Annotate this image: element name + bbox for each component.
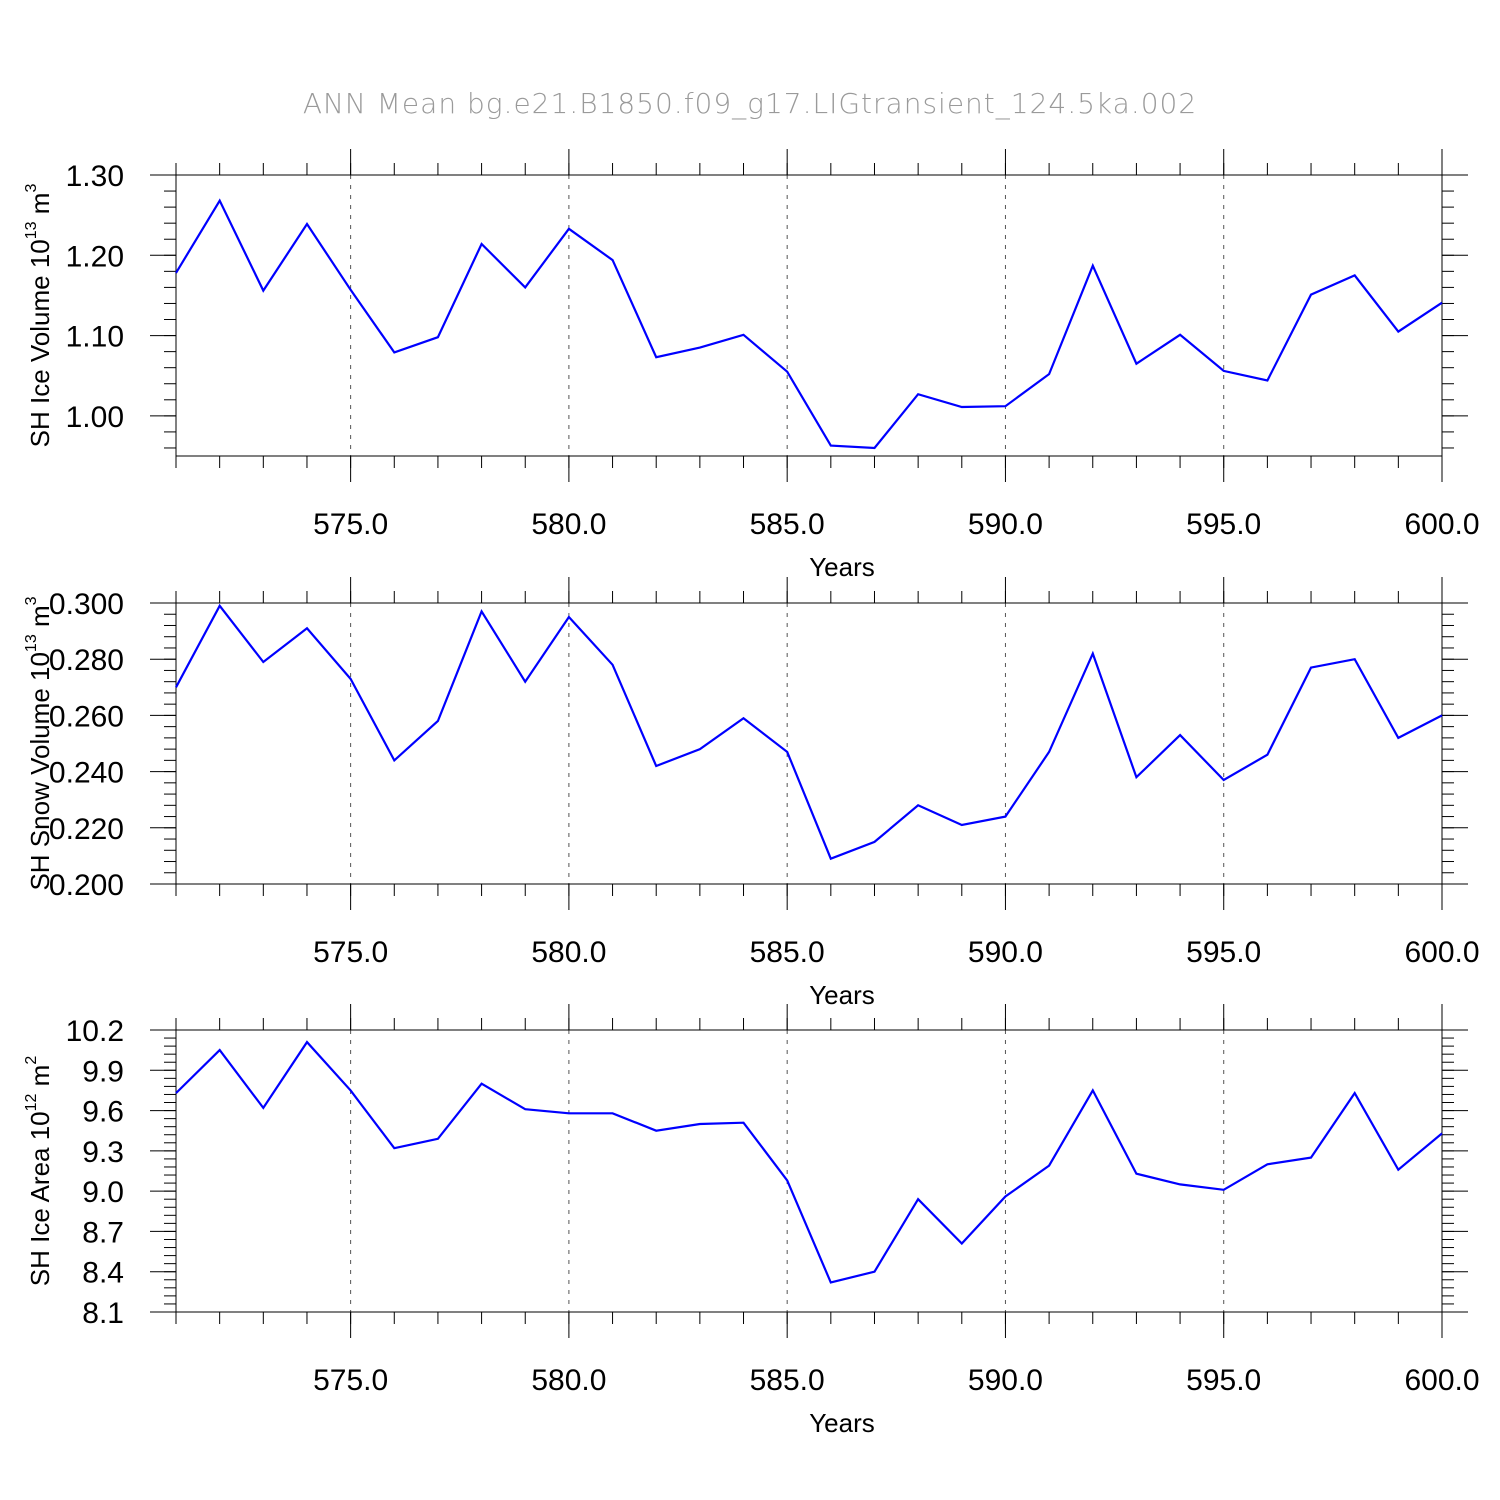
y-axis-label-text: SH Ice Area 10 xyxy=(25,1111,55,1286)
y-axis-label-text: m xyxy=(25,1065,55,1094)
x-tick-label: 580.0 xyxy=(531,936,606,969)
x-tick-label: 585.0 xyxy=(750,936,825,969)
y-tick-label: 0.260 xyxy=(49,700,124,733)
plot-frame xyxy=(175,602,1443,885)
y-tick-label: 1.00 xyxy=(66,401,124,434)
y-axis-label-superscript: 13 xyxy=(23,634,40,652)
y-tick-label: 9.3 xyxy=(82,1136,124,1169)
x-axis-label: Years xyxy=(809,980,875,1010)
y-tick-label: 1.20 xyxy=(66,240,124,273)
y-axis-label-superscript: 2 xyxy=(23,1056,40,1065)
y-axis-label-text: m xyxy=(25,605,55,634)
x-axis-label: Years xyxy=(809,552,875,582)
x-tick-label: 575.0 xyxy=(313,936,388,969)
x-tick-label: 600.0 xyxy=(1404,936,1479,969)
y-tick-label: 1.10 xyxy=(66,321,124,354)
y-axis-label: SH Ice Area 1012 m2 xyxy=(23,1056,55,1287)
x-tick-label: 590.0 xyxy=(968,936,1043,969)
chart-panel-3: 8.1 8.4 8.7 9.0 9.3 9.6 9.9 10.2 575.0 580.0 585.0… xyxy=(23,1004,1480,1438)
x-tick-label: 600.0 xyxy=(1404,1364,1479,1397)
x-tick-label: 575.0 xyxy=(313,1364,388,1397)
y-tick-label: 8.7 xyxy=(82,1216,124,1249)
y-axis-label: SH Snow Volume 1013 m3 xyxy=(23,596,55,890)
y-axis-label-superscript: 3 xyxy=(23,596,40,605)
chart-panels: 1.00 1.10 1.20 1.30 575.0 580.0 585.0 590.0 595.… xyxy=(23,149,1480,1438)
y-tick-label: 9.0 xyxy=(82,1176,124,1209)
y-tick-label: 9.6 xyxy=(82,1096,124,1129)
y-tick-label: 0.280 xyxy=(49,644,124,677)
x-tick-label: 595.0 xyxy=(1186,936,1261,969)
y-tick-label: 0.300 xyxy=(49,588,124,621)
x-tick-label: 585.0 xyxy=(750,1364,825,1397)
chart-panel-2: 0.200 0.220 0.240 0.260 0.280 0.300 575.0 580.0… xyxy=(23,577,1480,1010)
x-tick-label: 580.0 xyxy=(531,508,606,541)
y-tick-label: 0.240 xyxy=(49,757,124,790)
y-axis-label-superscript: 12 xyxy=(23,1093,40,1111)
x-tick-label: 595.0 xyxy=(1186,1364,1261,1397)
y-tick-label: 1.30 xyxy=(66,160,124,193)
plot-frame xyxy=(175,174,1443,457)
x-tick-label: 595.0 xyxy=(1186,508,1261,541)
y-tick-label: 9.9 xyxy=(82,1055,124,1088)
y-tick-label: 0.200 xyxy=(49,869,124,902)
x-axis-label: Years xyxy=(809,1408,875,1438)
y-axis-label-superscript: 3 xyxy=(23,184,40,193)
x-tick-label: 590.0 xyxy=(968,508,1043,541)
y-axis-label-text: SH Snow Volume 10 xyxy=(25,652,55,890)
y-tick-label: 8.1 xyxy=(82,1297,124,1330)
x-tick-label: 575.0 xyxy=(313,508,388,541)
y-axis-label: SH Ice Volume 1013 m3 xyxy=(23,184,55,448)
chart-panel-1: 1.00 1.10 1.20 1.30 575.0 580.0 585.0 590.0 595.… xyxy=(23,149,1480,582)
series-line-1 xyxy=(175,603,1443,861)
y-tick-label: 0.220 xyxy=(49,813,124,846)
x-tick-label: 580.0 xyxy=(531,1364,606,1397)
figure-title: ANN Mean bg.e21.B1850.f09_g17.LIGtransie… xyxy=(303,87,1197,121)
y-axis-label-superscript: 13 xyxy=(23,221,40,239)
y-tick-label: 8.4 xyxy=(82,1257,124,1290)
plot-frame xyxy=(175,1029,1443,1313)
x-tick-label: 600.0 xyxy=(1404,508,1479,541)
y-tick-label: 10.2 xyxy=(66,1015,124,1048)
x-tick-label: 585.0 xyxy=(750,508,825,541)
x-tick-label: 590.0 xyxy=(968,1364,1043,1397)
y-axis-label-text: SH Ice Volume 10 xyxy=(25,239,55,447)
series-line-1 xyxy=(175,198,1443,450)
y-axis-label-text: m xyxy=(25,193,55,222)
series-line-1 xyxy=(175,1040,1443,1284)
